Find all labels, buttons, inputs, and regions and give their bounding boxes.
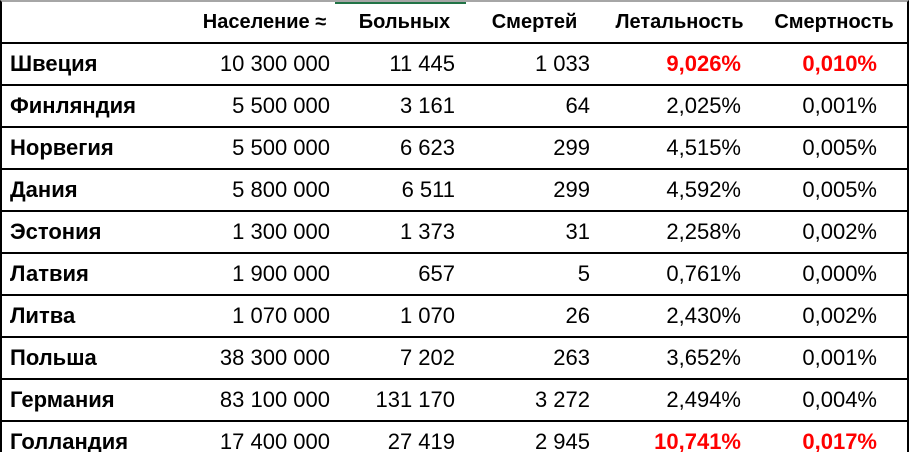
- cell-lethality[interactable]: 2,494%: [602, 379, 757, 422]
- cell-country[interactable]: Голландия: [2, 421, 187, 452]
- table-row: Голландия 17 400 000 27 419 2 945 10,741…: [2, 421, 907, 452]
- cell-population[interactable]: 1 070 000: [187, 295, 342, 338]
- cell-deaths[interactable]: 64: [467, 85, 602, 128]
- table-body: Швеция 10 300 000 11 445 1 033 9,026% 0,…: [2, 43, 907, 452]
- cell-population[interactable]: 5 500 000: [187, 127, 342, 170]
- cell-country[interactable]: Польша: [2, 337, 187, 380]
- table-row: Эстония 1 300 000 1 373 31 2,258% 0,002%: [2, 211, 907, 254]
- table-row: Германия 83 100 000 131 170 3 272 2,494%…: [2, 379, 907, 422]
- cell-deaths[interactable]: 5: [467, 253, 602, 296]
- cell-cases[interactable]: 6 623: [342, 127, 467, 170]
- cell-country[interactable]: Латвия: [2, 253, 187, 296]
- cell-deaths[interactable]: 31: [467, 211, 602, 254]
- cell-mortality[interactable]: 0,005%: [757, 127, 907, 170]
- header-deaths[interactable]: Смертей: [467, 2, 602, 44]
- cell-deaths[interactable]: 263: [467, 337, 602, 380]
- cell-lethality[interactable]: 10,741%: [602, 421, 757, 452]
- header-lethality[interactable]: Летальность: [602, 2, 757, 44]
- cell-deaths[interactable]: 299: [467, 169, 602, 212]
- cell-lethality[interactable]: 0,761%: [602, 253, 757, 296]
- cell-population[interactable]: 38 300 000: [187, 337, 342, 380]
- cell-population[interactable]: 10 300 000: [187, 43, 342, 86]
- cell-population[interactable]: 83 100 000: [187, 379, 342, 422]
- table-row: Дания 5 800 000 6 511 299 4,592% 0,005%: [2, 169, 907, 212]
- cell-lethality[interactable]: 2,258%: [602, 211, 757, 254]
- header-mortality[interactable]: Смертность: [757, 2, 907, 44]
- cell-deaths[interactable]: 2 945: [467, 421, 602, 452]
- header-row: Население ≈ Больных Смертей Летальность …: [2, 2, 907, 44]
- cell-lethality[interactable]: 3,652%: [602, 337, 757, 380]
- header-country[interactable]: [2, 2, 187, 44]
- cell-country[interactable]: Дания: [2, 169, 187, 212]
- cell-country[interactable]: Германия: [2, 379, 187, 422]
- table-row: Литва 1 070 000 1 070 26 2,430% 0,002%: [2, 295, 907, 338]
- cell-mortality[interactable]: 0,004%: [757, 379, 907, 422]
- header-cases[interactable]: Больных: [342, 2, 467, 44]
- table-row: Финляндия 5 500 000 3 161 64 2,025% 0,00…: [2, 85, 907, 128]
- table-row: Швеция 10 300 000 11 445 1 033 9,026% 0,…: [2, 43, 907, 86]
- cell-deaths[interactable]: 1 033: [467, 43, 602, 86]
- cell-country[interactable]: Литва: [2, 295, 187, 338]
- cell-population[interactable]: 1 300 000: [187, 211, 342, 254]
- cell-country[interactable]: Швеция: [2, 43, 187, 86]
- table-row: Латвия 1 900 000 657 5 0,761% 0,000%: [2, 253, 907, 296]
- cell-population[interactable]: 5 800 000: [187, 169, 342, 212]
- cell-lethality[interactable]: 9,026%: [602, 43, 757, 86]
- cell-mortality[interactable]: 0,010%: [757, 43, 907, 86]
- cell-mortality[interactable]: 0,002%: [757, 211, 907, 254]
- cell-country[interactable]: Норвегия: [2, 127, 187, 170]
- cell-lethality[interactable]: 4,515%: [602, 127, 757, 170]
- cell-cases[interactable]: 1 070: [342, 295, 467, 338]
- cell-cases[interactable]: 1 373: [342, 211, 467, 254]
- cell-mortality[interactable]: 0,005%: [757, 169, 907, 212]
- cell-cases[interactable]: 131 170: [342, 379, 467, 422]
- header-population[interactable]: Население ≈: [187, 2, 342, 44]
- cell-cases[interactable]: 11 445: [342, 43, 467, 86]
- cell-population[interactable]: 1 900 000: [187, 253, 342, 296]
- cell-mortality[interactable]: 0,017%: [757, 421, 907, 452]
- cell-lethality[interactable]: 2,430%: [602, 295, 757, 338]
- cell-mortality[interactable]: 0,002%: [757, 295, 907, 338]
- cell-lethality[interactable]: 2,025%: [602, 85, 757, 128]
- cell-population[interactable]: 17 400 000: [187, 421, 342, 452]
- cell-cases[interactable]: 6 511: [342, 169, 467, 212]
- cell-mortality[interactable]: 0,001%: [757, 337, 907, 380]
- cell-country[interactable]: Финляндия: [2, 85, 187, 128]
- cell-mortality[interactable]: 0,000%: [757, 253, 907, 296]
- cell-cases[interactable]: 3 161: [342, 85, 467, 128]
- cell-deaths[interactable]: 299: [467, 127, 602, 170]
- cell-cases[interactable]: 7 202: [342, 337, 467, 380]
- cell-population[interactable]: 5 500 000: [187, 85, 342, 128]
- table-row: Норвегия 5 500 000 6 623 299 4,515% 0,00…: [2, 127, 907, 170]
- cell-deaths[interactable]: 26: [467, 295, 602, 338]
- cell-country[interactable]: Эстония: [2, 211, 187, 254]
- cell-mortality[interactable]: 0,001%: [757, 85, 907, 128]
- excel-selection-border-remnant: [335, 2, 466, 4]
- cell-cases[interactable]: 27 419: [342, 421, 467, 452]
- cell-deaths[interactable]: 3 272: [467, 379, 602, 422]
- cell-lethality[interactable]: 4,592%: [602, 169, 757, 212]
- table-row: Польша 38 300 000 7 202 263 3,652% 0,001…: [2, 337, 907, 380]
- cell-cases[interactable]: 657: [342, 253, 467, 296]
